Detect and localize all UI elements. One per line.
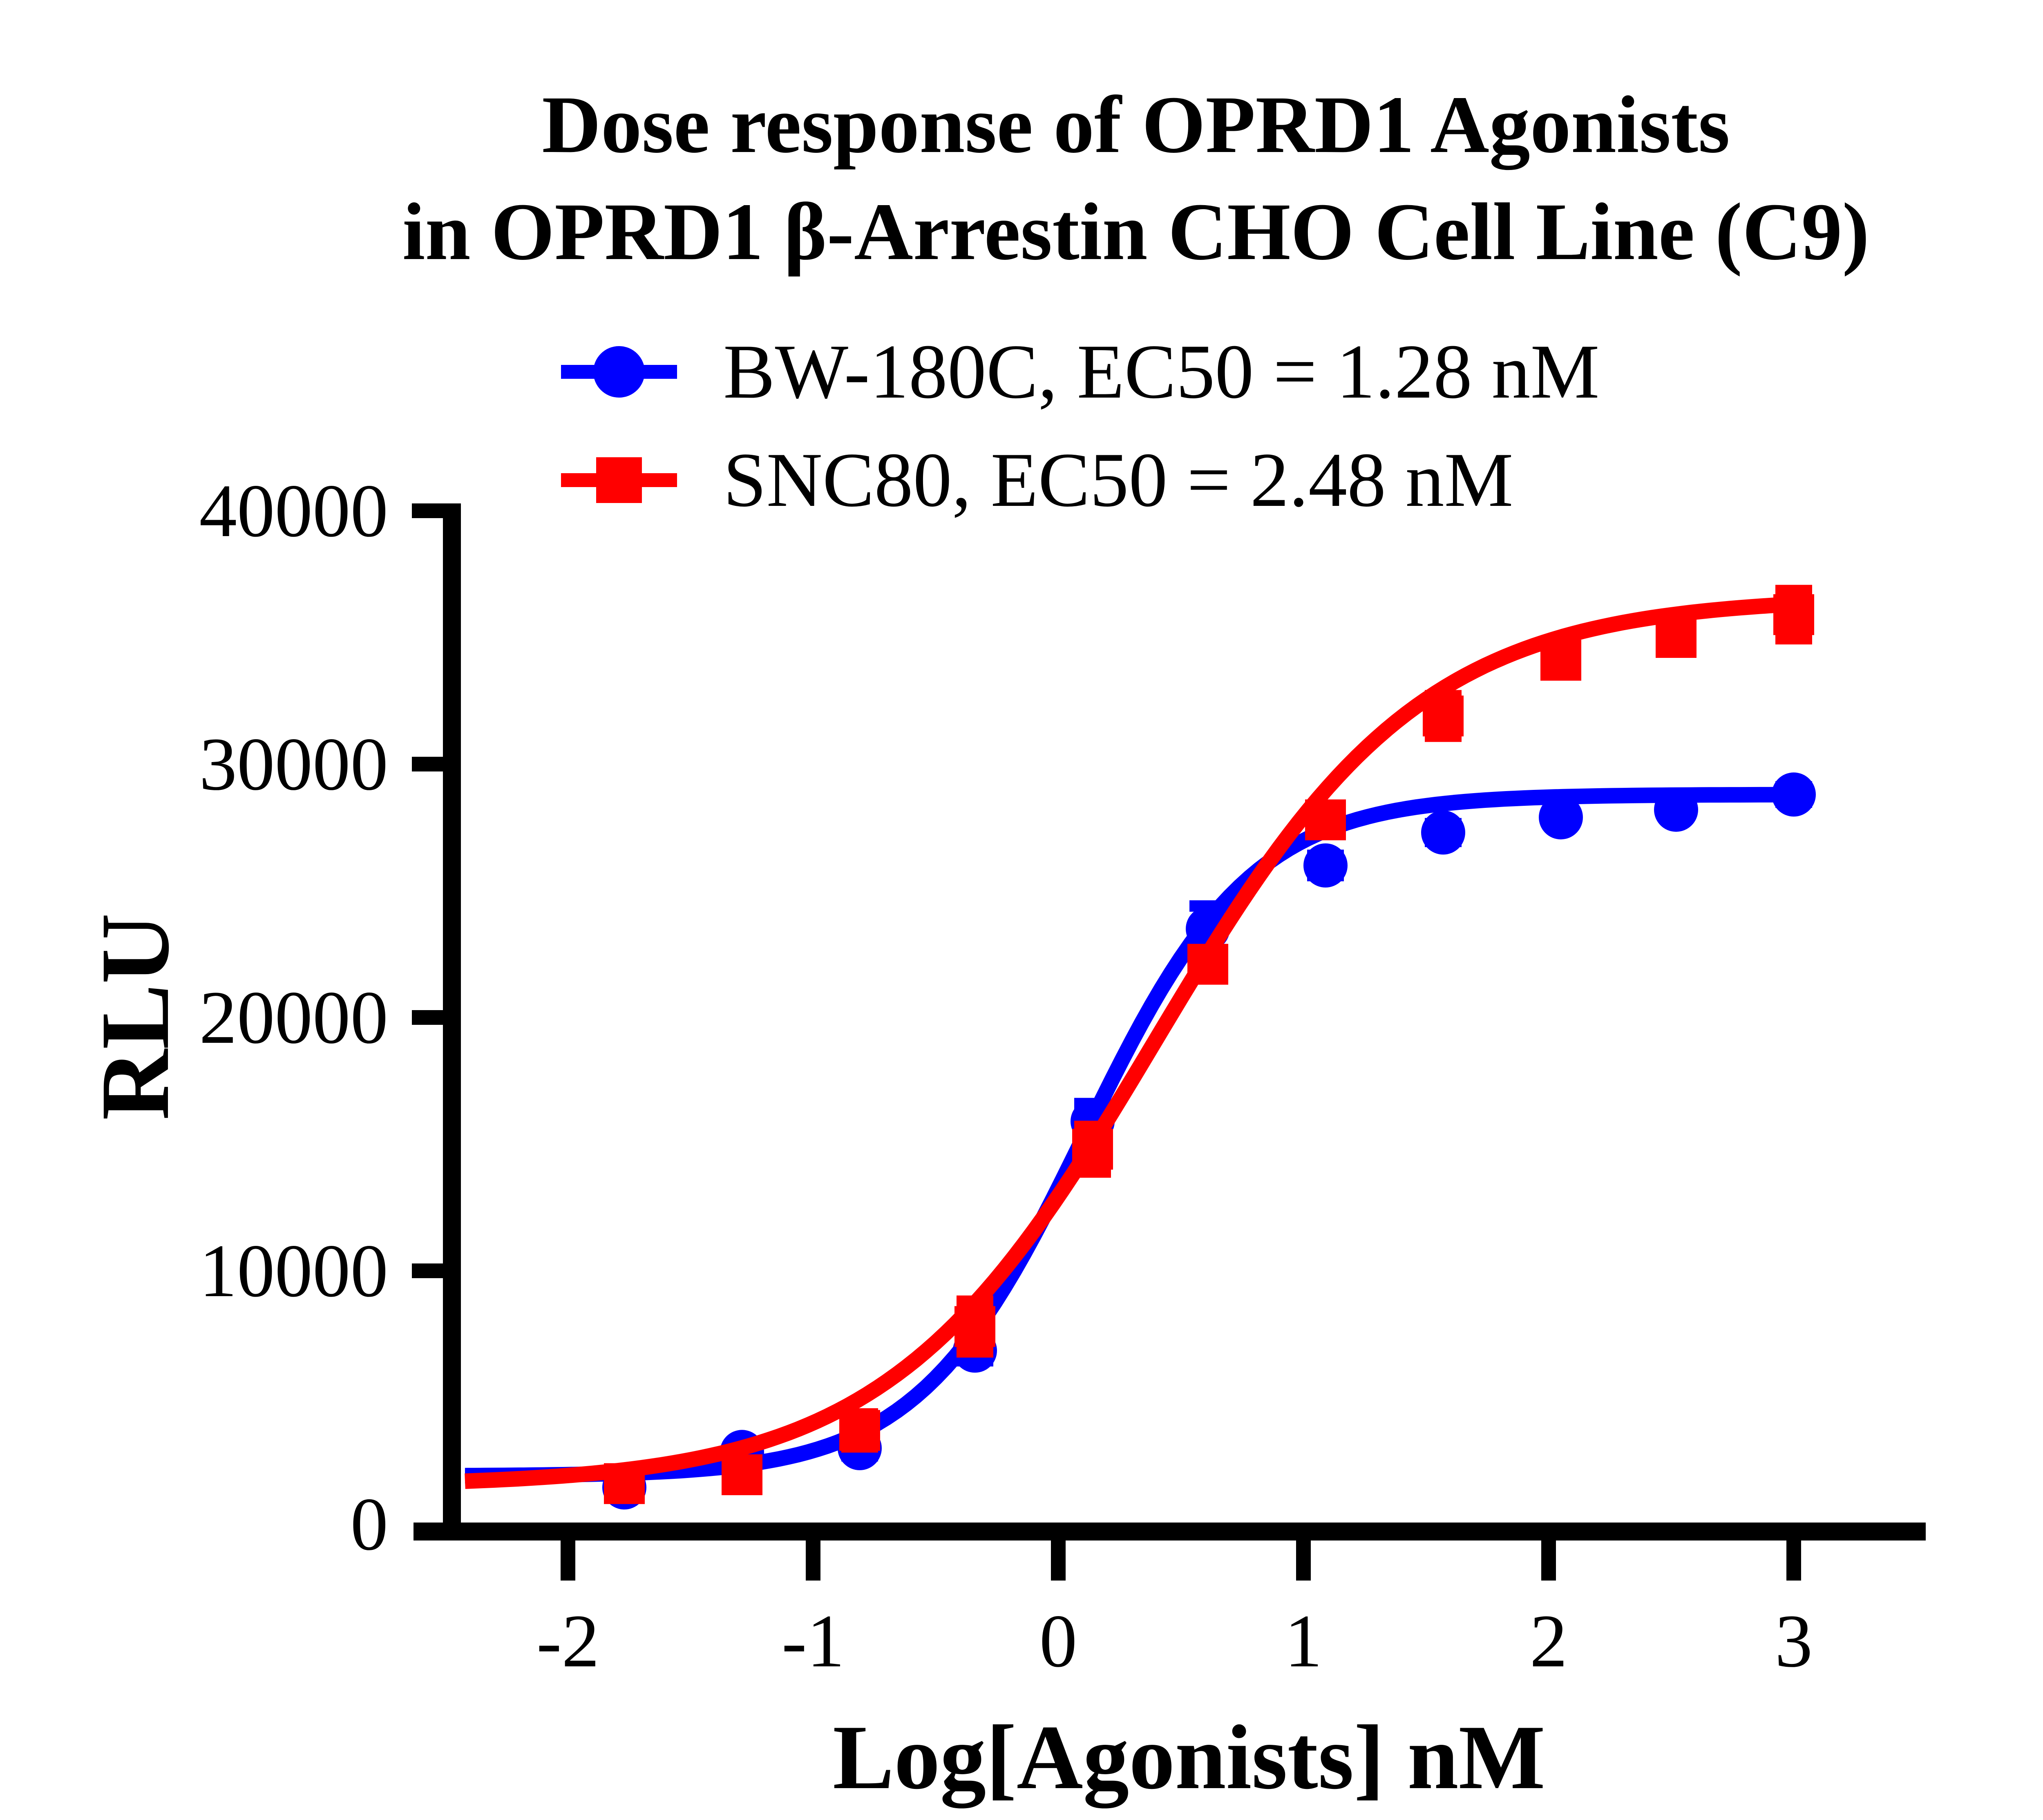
x-tick-label: -2 xyxy=(536,1599,599,1683)
square-marker-icon xyxy=(561,457,677,503)
y-tick-label: 0 xyxy=(351,1482,389,1566)
x-tick-label: 2 xyxy=(1530,1599,1568,1683)
legend-item-bw180c: BW-180C, EC50 = 1.28 nM xyxy=(558,327,1599,417)
data-point-circle xyxy=(1421,810,1465,855)
data-point-square xyxy=(1305,799,1346,841)
x-tick-label: 3 xyxy=(1775,1599,1813,1683)
chart-title-line1: Dose response of OPRD1 Agonists xyxy=(542,80,1730,170)
data-point-square xyxy=(722,1454,762,1496)
data-point-square xyxy=(1072,1129,1113,1170)
chart-title-line2: in OPRD1 β-Arrestin CHO Cell Line (C9) xyxy=(402,187,1870,277)
data-point-square xyxy=(1423,695,1464,737)
data-point-square xyxy=(954,1306,995,1347)
y-tick-label: 30000 xyxy=(199,722,389,806)
data-point-square xyxy=(1773,594,1814,635)
x-tick-label: -1 xyxy=(782,1599,845,1683)
data-point-square xyxy=(604,1463,645,1504)
data-point-circle xyxy=(1654,787,1698,832)
y-axis-title: RLU xyxy=(80,913,189,1120)
y-tick-label: 20000 xyxy=(199,976,389,1060)
series-bw-180c xyxy=(465,772,1816,1510)
x-axis-title: Log[Agonists] nM xyxy=(833,1706,1545,1808)
legend-label-snc80: SNC80, EC50 = 2.48 nM xyxy=(723,437,1513,523)
legend: BW-180C, EC50 = 1.28 nM SNC80, EC50 = 2.… xyxy=(558,327,1599,543)
data-point-circle xyxy=(1539,795,1583,840)
x-tick-label: 0 xyxy=(1039,1599,1077,1683)
x-tick-label: 1 xyxy=(1285,1599,1323,1683)
legend-label-bw180c: BW-180C, EC50 = 1.28 nM xyxy=(723,329,1600,415)
y-tick-label: 40000 xyxy=(199,469,389,553)
y-tick-label: 10000 xyxy=(199,1229,389,1313)
fit-curve xyxy=(465,787,1789,1484)
series-snc80 xyxy=(465,585,1814,1504)
legend-item-snc80: SNC80, EC50 = 2.48 nM xyxy=(558,435,1599,525)
data-point-square xyxy=(839,1410,880,1451)
data-point-circle xyxy=(1772,772,1816,817)
data-point-square xyxy=(1540,639,1581,681)
data-point-square xyxy=(1187,944,1228,985)
data-point-circle xyxy=(1303,843,1348,888)
chart-title: Dose response of OPRD1 Agonists in OPRD1… xyxy=(145,72,2043,286)
axes: 0 10000 20000 30000 40000 -2 -1 0 1 2 3 xyxy=(199,469,1926,1683)
circle-marker-icon xyxy=(561,346,677,398)
fit-curve xyxy=(465,597,1790,1489)
data-point-square xyxy=(1656,617,1697,658)
